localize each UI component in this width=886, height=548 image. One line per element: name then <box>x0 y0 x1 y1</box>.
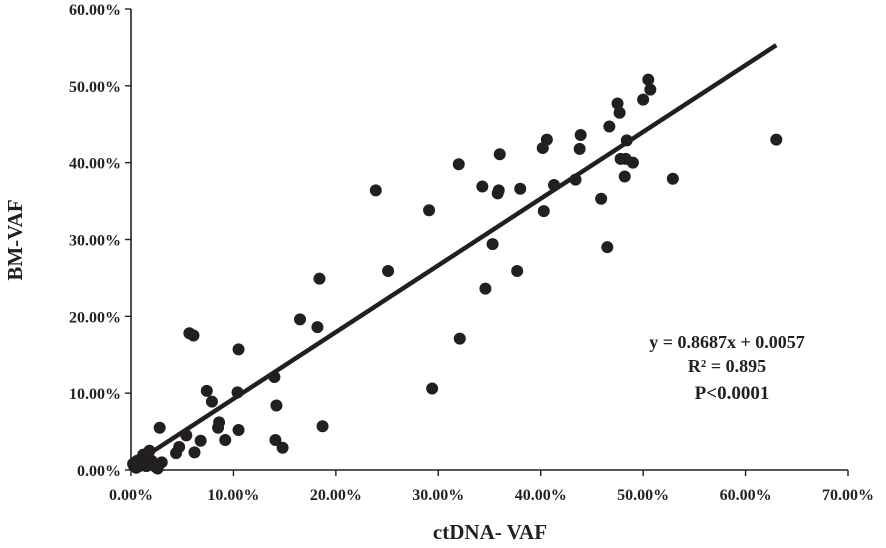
data-point <box>595 192 608 205</box>
y-tick-label: 40.00% <box>69 156 121 173</box>
y-axis-ticks: 0.00% 10.00% 20.00% 30.00% 40.00% 50.00% 60.00… <box>69 2 131 480</box>
data-point <box>232 424 245 437</box>
data-point <box>493 148 506 161</box>
data-point <box>537 205 550 218</box>
data-point <box>369 184 382 197</box>
r-squared-label: R² = 0.895 <box>688 356 766 376</box>
trend-line <box>129 43 778 468</box>
data-point <box>666 172 679 185</box>
data-point <box>637 93 650 106</box>
data-point <box>205 395 218 408</box>
data-point <box>140 460 153 473</box>
data-point <box>316 420 329 433</box>
data-point <box>573 142 586 155</box>
x-tick-label: 20.00% <box>310 487 362 504</box>
x-tick-label: 30.00% <box>412 487 464 504</box>
data-point <box>452 158 465 171</box>
data-point <box>155 456 168 469</box>
data-point <box>173 440 186 453</box>
x-axis-title: ctDNA- VAF <box>433 520 547 544</box>
data-point <box>601 241 614 254</box>
data-point <box>382 265 395 278</box>
y-tick-label: 30.00% <box>69 233 121 250</box>
data-point <box>626 156 639 169</box>
x-tick-label: 10.00% <box>207 487 259 504</box>
data-point <box>611 97 624 110</box>
data-point <box>511 265 524 278</box>
x-tick-label: 0.00% <box>109 487 153 504</box>
data-point <box>613 106 626 119</box>
x-axis-ticks: 0.00% 10.00% 20.00% 30.00% 40.00% 50.00% 60.00… <box>109 470 874 504</box>
data-point <box>276 441 289 454</box>
data-point <box>479 282 492 295</box>
data-points <box>127 73 783 475</box>
data-point <box>219 434 232 447</box>
data-point <box>492 184 505 197</box>
y-tick-label: 20.00% <box>69 309 121 326</box>
data-point <box>574 129 587 142</box>
data-point <box>188 446 201 459</box>
x-tick-label: 70.00% <box>822 487 874 504</box>
data-point <box>453 332 466 345</box>
data-point <box>423 204 436 217</box>
data-point <box>232 343 245 356</box>
data-point <box>514 182 527 195</box>
data-point <box>213 416 226 429</box>
data-point <box>540 133 553 146</box>
x-tick-label: 50.00% <box>617 487 669 504</box>
data-point <box>270 399 283 412</box>
data-point <box>476 180 489 193</box>
data-point <box>294 313 307 326</box>
data-point <box>486 238 499 251</box>
data-point <box>642 73 655 86</box>
y-tick-label: 10.00% <box>69 386 121 403</box>
data-point <box>194 434 207 447</box>
data-point <box>269 434 282 447</box>
data-point <box>200 384 213 397</box>
x-tick-label: 60.00% <box>720 487 772 504</box>
regression-equation: y = 0.8687x + 0.0057 <box>649 332 805 352</box>
data-point <box>311 321 324 334</box>
data-point <box>313 272 326 285</box>
x-tick-label: 40.00% <box>515 487 567 504</box>
y-tick-label: 60.00% <box>69 2 121 19</box>
p-value-label: P<0.0001 <box>695 383 770 404</box>
data-point <box>426 382 439 395</box>
y-tick-label: 50.00% <box>69 79 121 96</box>
data-point <box>618 170 631 183</box>
y-tick-label: 0.00% <box>77 463 121 480</box>
data-point <box>153 421 166 434</box>
y-axis-title: BM-VAF <box>3 199 27 280</box>
data-point <box>770 133 783 146</box>
data-point <box>644 83 657 96</box>
data-point <box>187 329 200 342</box>
data-point <box>603 120 616 133</box>
